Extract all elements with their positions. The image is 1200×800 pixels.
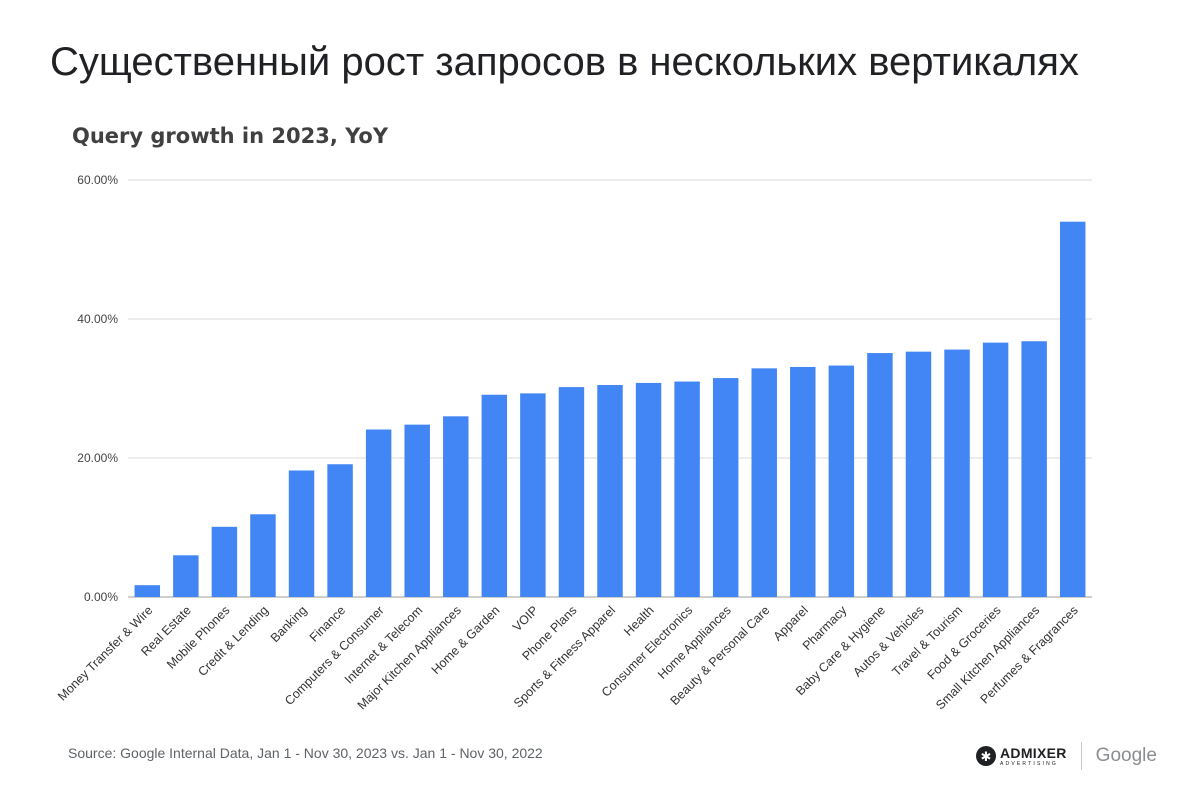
bar: [944, 349, 970, 597]
x-tick-label: Travel & Tourism: [889, 603, 965, 679]
bar: [520, 393, 546, 597]
bar: [751, 368, 777, 597]
logo-divider: [1080, 742, 1082, 770]
bar: [1059, 221, 1086, 597]
x-tick-label: Autos & Vehicles: [850, 603, 926, 679]
bar: [674, 381, 700, 597]
x-tick-label: VOIP: [510, 603, 541, 634]
admixer-sub: ADVERTISING: [1000, 760, 1059, 767]
bar: [635, 382, 662, 597]
bar: [173, 555, 199, 597]
bar: [867, 353, 893, 597]
bar: [558, 387, 585, 597]
bar: [134, 585, 161, 597]
bar: [597, 385, 623, 597]
admixer-mark-icon: ✱: [976, 746, 996, 766]
x-tick-label: Banking: [268, 603, 310, 645]
bar: [443, 416, 469, 597]
bars: [134, 221, 1086, 597]
bar: [288, 470, 315, 597]
bar: [250, 514, 276, 597]
bar: [481, 394, 508, 597]
bar: [790, 366, 816, 597]
google-logo: Google: [1095, 745, 1157, 766]
slide-title: Существенный рост запросов в нескольких …: [50, 40, 1079, 84]
y-tick-label: 60.00%: [77, 173, 118, 187]
bar-chart: 0.00% 20.00% 40.00% 60.00% Money Transfer &…: [55, 173, 1092, 713]
bar: [712, 378, 739, 597]
bar: [211, 526, 238, 597]
chart-title: Query growth in 2023, YoY: [72, 124, 389, 148]
bar: [404, 424, 430, 597]
y-tick-label: 40.00%: [77, 312, 118, 326]
bar: [828, 365, 855, 597]
x-tick-label: Credit & Lending: [195, 603, 271, 679]
y-axis-ticks: 0.00% 20.00% 40.00% 60.00%: [77, 173, 118, 604]
x-tick-label: Money Transfer & Wire: [55, 603, 155, 703]
bar: [905, 351, 932, 597]
bar: [1021, 341, 1047, 597]
admixer-name: ADMIXER: [1000, 744, 1067, 761]
bar: [327, 464, 353, 597]
admixer-wordmark: ADMIXER ADVERTISING: [1000, 746, 1067, 767]
y-tick-label: 20.00%: [77, 451, 118, 465]
bar: [982, 342, 1009, 597]
source-note: Source: Google Internal Data, Jan 1 - No…: [68, 745, 543, 761]
logo-bar: ✱ ADMIXER ADVERTISING Google: [976, 738, 1157, 774]
bar: [365, 429, 392, 597]
x-tick-label: Home & Garden: [429, 603, 503, 677]
admixer-logo: ✱ ADMIXER ADVERTISING: [976, 746, 1067, 767]
x-tick-label: Health: [621, 603, 656, 638]
y-tick-label: 0.00%: [84, 590, 118, 604]
